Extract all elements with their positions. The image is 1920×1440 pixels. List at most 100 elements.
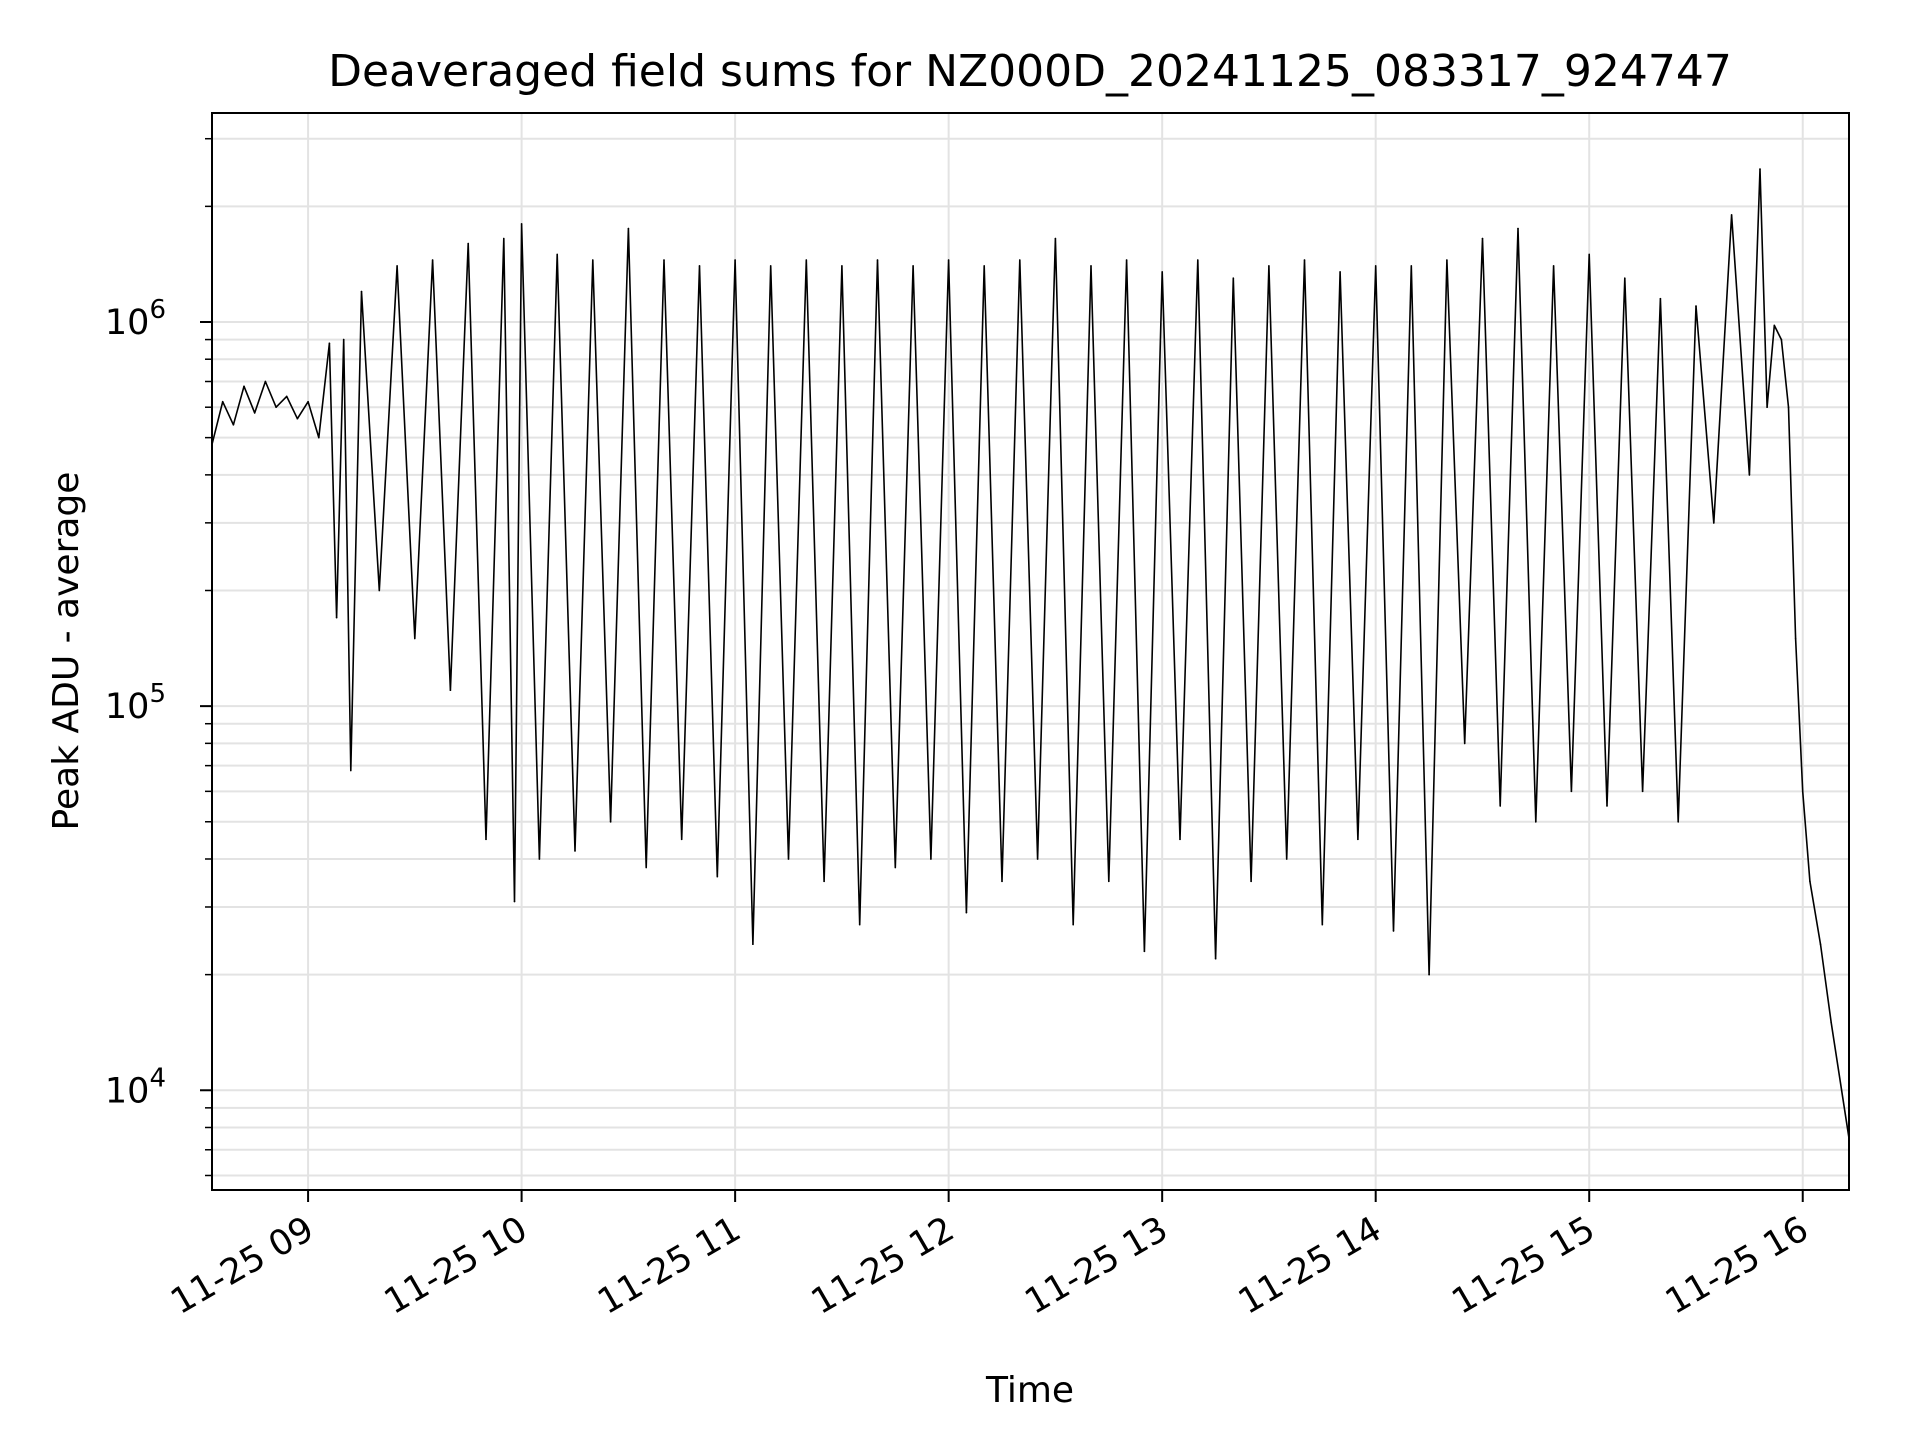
data-point (894, 866, 897, 869)
data-point (1641, 790, 1644, 793)
data-point (1428, 973, 1430, 976)
data-point (1161, 271, 1163, 273)
data-point (1759, 168, 1761, 170)
data-point (1552, 265, 1555, 267)
data-point (769, 265, 772, 267)
data-point (1197, 259, 1199, 261)
data-point (1303, 259, 1306, 261)
data-point (1809, 880, 1811, 883)
data-point (1357, 838, 1359, 841)
data-point (1374, 265, 1377, 267)
data-point (1268, 265, 1270, 267)
data-point (1677, 821, 1679, 823)
data-point (1019, 259, 1021, 261)
data-point (1794, 637, 1797, 640)
y-tick-base: 10 (105, 303, 150, 343)
data-point (841, 265, 843, 267)
data-point (221, 400, 224, 403)
data-point (983, 265, 985, 267)
data-point (752, 943, 754, 945)
data-point (1054, 237, 1057, 240)
data-point (680, 838, 683, 841)
data-point (1819, 943, 1822, 945)
data-point (1624, 277, 1626, 280)
data-point (1481, 237, 1484, 240)
data-point (1321, 923, 1324, 926)
data-point (1659, 297, 1662, 300)
plot-frame (211, 112, 1850, 1191)
data-point (1830, 1021, 1832, 1024)
data-point (360, 290, 363, 293)
data-point (538, 858, 541, 860)
data-point (1780, 338, 1783, 341)
y-tick-exponent: 5 (149, 679, 166, 709)
data-point (1787, 406, 1790, 409)
data-point (609, 821, 612, 823)
data-point (1517, 227, 1519, 230)
data-point (1801, 790, 1804, 793)
data-point (243, 385, 245, 388)
data-point (449, 689, 452, 691)
data-point (513, 900, 516, 903)
y-tick-exponent: 4 (149, 1063, 166, 1093)
data-point (787, 858, 790, 860)
data-point (592, 259, 594, 261)
data-point (503, 237, 505, 240)
y-axis-label: Peak ADU - average (46, 472, 87, 831)
data-point (431, 259, 434, 261)
data-point (1125, 259, 1128, 261)
data-point (858, 923, 861, 926)
data-point (1339, 271, 1341, 273)
y-tick-label: 106 (105, 295, 166, 343)
data-point (912, 265, 914, 267)
data-point (414, 637, 416, 640)
data-point (1250, 880, 1252, 883)
data-point (275, 406, 277, 409)
data-point (876, 259, 879, 261)
data-point (574, 850, 576, 852)
data-point (1713, 522, 1715, 524)
data-point (232, 424, 235, 426)
data-point (663, 259, 665, 261)
data-point (1606, 805, 1608, 807)
data-point (716, 875, 719, 878)
data-point (328, 342, 331, 345)
data-point (1773, 324, 1776, 327)
data-point (1285, 858, 1288, 860)
series-layer (211, 168, 1850, 1140)
data-point (1695, 305, 1697, 307)
chart-title: Deaveraged field sums for NZ000D_2024112… (328, 46, 1732, 97)
data-point (1446, 259, 1448, 261)
y-tick-label: 104 (105, 1063, 166, 1111)
data-point (296, 417, 299, 420)
data-point (485, 838, 487, 841)
data-point (307, 400, 309, 403)
series-line (211, 168, 1850, 1139)
data-point (965, 911, 968, 914)
data-point (556, 253, 558, 256)
data-point (1499, 805, 1501, 807)
data-point (823, 880, 825, 883)
data-point (1001, 880, 1003, 883)
data-point (1570, 790, 1573, 793)
data-point (1730, 214, 1733, 216)
data-point (645, 866, 647, 869)
data-point (805, 259, 808, 261)
grid (212, 113, 1849, 1190)
data-point (1588, 253, 1590, 256)
data-point (350, 769, 352, 772)
data-point (1232, 277, 1235, 280)
plot-background (212, 113, 1849, 1190)
data-point (253, 412, 256, 414)
x-axis-label: Time (985, 1370, 1074, 1411)
data-point (698, 265, 701, 267)
data-point (1410, 265, 1413, 267)
data-point (734, 259, 736, 261)
data-point (378, 589, 381, 592)
data-point (342, 338, 345, 341)
data-point (1214, 957, 1217, 960)
data-point (467, 242, 470, 245)
data-point (1143, 950, 1146, 953)
